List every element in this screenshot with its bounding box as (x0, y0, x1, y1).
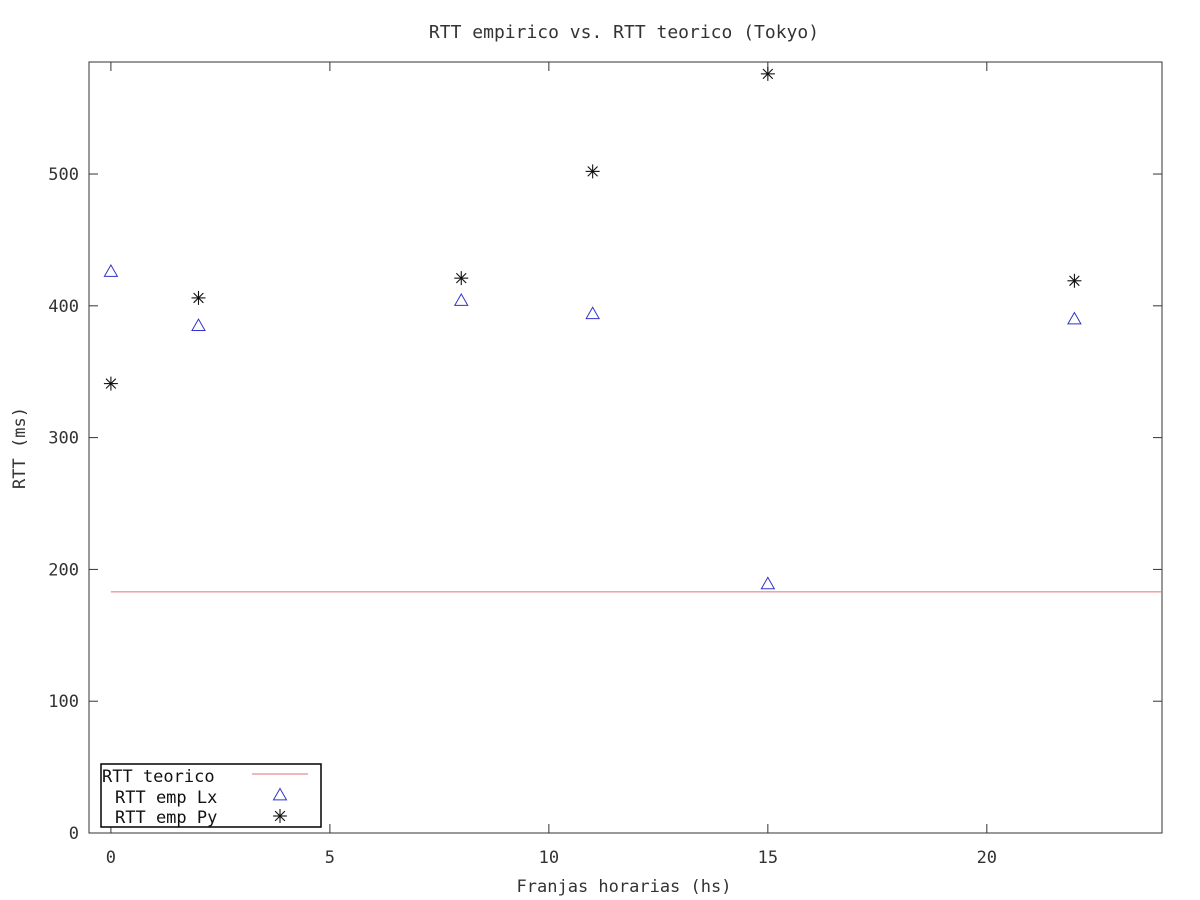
legend: RTT teorico RTT emp Lx RTT emp Py (100, 763, 322, 828)
axis-ticks (89, 62, 1162, 834)
x-axis-label: Franjas horarias (hs) (517, 877, 732, 897)
legend-swatches (252, 773, 308, 823)
plot-frame (88, 61, 1163, 834)
x-tick-label: 5 (325, 848, 335, 868)
x-tick-label: 10 (539, 848, 559, 868)
rtt-emp-lx-point (585, 306, 601, 320)
legend-label-teorico: RTT teorico (102, 767, 215, 787)
rtt-emp-py-point (585, 164, 600, 179)
x-tick-label: 20 (977, 848, 997, 868)
y-tick-label: 500 (48, 165, 79, 185)
rtt-emp-lx-point (453, 293, 469, 306)
y-axis-label: RTT (ms) (10, 407, 30, 489)
legend-swatch-py (273, 809, 287, 823)
rtt-emp-py-point (1067, 273, 1082, 288)
data-marks (103, 66, 1162, 593)
legend-label-py: RTT emp Py (115, 808, 217, 828)
rtt-emp-py-point (191, 290, 206, 305)
y-tick-label: 100 (48, 692, 79, 712)
rtt-emp-py-point (760, 66, 775, 81)
x-tick-label: 15 (758, 848, 778, 868)
y-tick-label: 300 (48, 429, 79, 449)
rtt-emp-lx-point (1067, 311, 1082, 325)
rtt-emp-lx-point (191, 318, 206, 331)
x-tick-label: 0 (106, 848, 116, 868)
rtt-emp-lx-point (760, 576, 776, 590)
rtt-emp-lx-point (103, 264, 119, 277)
y-tick-label: 200 (48, 560, 79, 580)
y-tick-label: 0 (69, 824, 79, 844)
legend-label-lx: RTT emp Lx (115, 788, 217, 808)
y-tick-label: 400 (48, 297, 79, 317)
legend-swatch-lx (272, 787, 288, 801)
rtt-emp-py-point (103, 376, 118, 391)
chart-title: RTT empirico vs. RTT teorico (Tokyo) (429, 22, 819, 43)
rtt-emp-py-point (454, 271, 469, 286)
